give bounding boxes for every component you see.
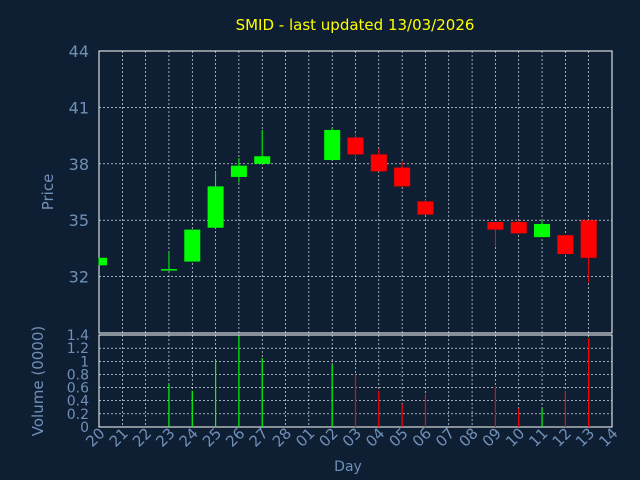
day-tick-label: 05: [385, 424, 411, 450]
candle-26: [230, 158, 247, 183]
candle-13: [580, 220, 597, 283]
candle-body: [534, 223, 551, 238]
volume-bars: [168, 336, 590, 427]
candle-02: [324, 128, 341, 161]
candle-27: [254, 129, 271, 164]
price-y-ticks: 44 41 38 35 32: [69, 42, 89, 287]
day-tick-label: 04: [362, 424, 388, 450]
candle-06: [417, 199, 434, 215]
chart-title: SMID - last updated 13/03/2026: [236, 16, 475, 34]
volume-tick-label: 0.4: [67, 394, 89, 410]
candle-12: [557, 235, 574, 255]
day-tick-label: 03: [339, 424, 365, 450]
candle-body: [230, 165, 247, 177]
price-tick-label: 44: [69, 42, 89, 61]
candle-body: [324, 129, 341, 161]
candle-23: [160, 252, 177, 271]
candles: [98, 128, 597, 283]
volume-panel: 00.20.40.60.811.21.4 Volume (0000): [29, 326, 613, 436]
day-tick-label: 23: [152, 424, 178, 450]
day-tick-label: 28: [269, 424, 295, 450]
candle-body: [160, 269, 177, 271]
day-tick-label: 27: [246, 424, 272, 450]
candle-body: [347, 137, 364, 155]
day-tick-label: 10: [502, 424, 528, 450]
price-panel: 44 41 38 35 32 Price: [39, 42, 613, 334]
day-tick-label: 21: [106, 424, 132, 450]
candle-20: [98, 257, 107, 266]
price-grid: [99, 51, 612, 333]
day-tick-label: 26: [222, 424, 248, 450]
volume-tick-label: 0.2: [67, 407, 89, 423]
candle-body: [99, 257, 107, 266]
candle-body: [557, 235, 574, 255]
day-tick-label: 08: [455, 424, 481, 450]
candle-body: [487, 222, 504, 230]
price-tick-label: 32: [69, 268, 89, 287]
day-axis-label: Day: [334, 459, 362, 475]
day-tick-label: 09: [479, 424, 505, 450]
day-tick-label: 25: [199, 424, 225, 450]
day-tick-label: 02: [316, 424, 342, 450]
price-axis-label: Price: [39, 174, 57, 211]
candle-body: [207, 186, 224, 228]
candle-25: [207, 173, 224, 228]
candle-body: [417, 201, 434, 215]
volume-axis-label: Volume (0000): [29, 326, 47, 436]
candle-body: [580, 220, 597, 258]
volume-y-ticks: 00.20.40.60.811.21.4: [67, 328, 89, 436]
volume-tick-label: 0.8: [67, 367, 89, 383]
candle-body: [370, 154, 387, 172]
candle-09: [487, 222, 504, 247]
day-tick-label: 13: [572, 424, 598, 450]
day-tick-label: 06: [409, 424, 435, 450]
volume-tick-label: 1.4: [67, 328, 89, 344]
candle-04: [370, 148, 387, 172]
volume-tick-label: 1.2: [67, 341, 89, 357]
price-tick-label: 41: [69, 98, 89, 117]
candle-11: [534, 220, 551, 238]
day-tick-label: 07: [432, 424, 458, 450]
candle-body: [254, 156, 271, 164]
candle-03: [347, 133, 364, 159]
day-tick-label: 01: [292, 424, 318, 450]
day-tick-label: 12: [549, 424, 575, 450]
day-x-ticks: 2021222324252627280102030405060708091011…: [82, 424, 621, 450]
volume-tick-label: 1: [80, 354, 89, 370]
candle-10: [510, 220, 527, 234]
candle-05: [394, 161, 411, 187]
day-tick-label: 14: [595, 424, 621, 450]
day-tick-label: 22: [129, 424, 155, 450]
candle-body: [184, 229, 201, 262]
price-tick-label: 38: [69, 155, 89, 174]
day-tick-label: 24: [176, 424, 202, 450]
candle-body: [394, 167, 411, 187]
volume-tick-label: 0.6: [67, 381, 89, 397]
volume-tick-label: 0: [80, 420, 89, 436]
day-tick-label: 11: [525, 424, 551, 450]
price-tick-label: 35: [69, 211, 89, 230]
candle-body: [510, 222, 527, 234]
candle-24: [184, 229, 201, 262]
